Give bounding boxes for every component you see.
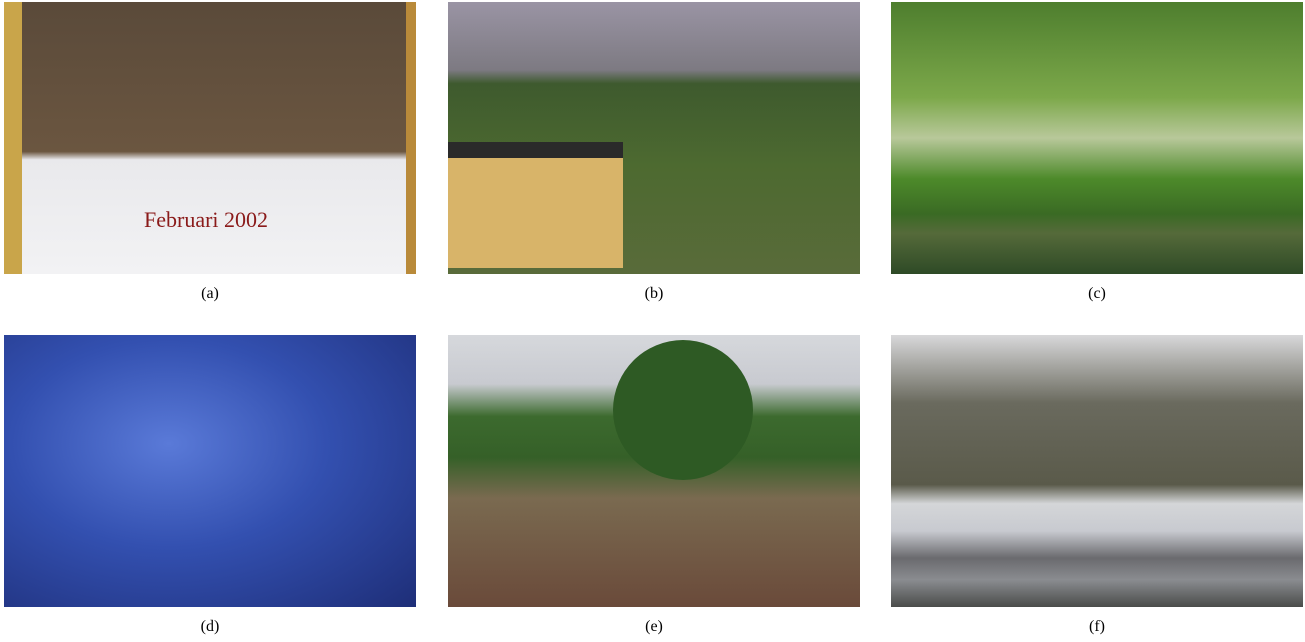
caption: (c) bbox=[891, 285, 1303, 303]
photo-manor bbox=[448, 2, 860, 274]
caption: (f) bbox=[891, 618, 1303, 636]
photo-winter bbox=[891, 335, 1303, 607]
caption: (b) bbox=[448, 285, 860, 303]
frame bbox=[4, 2, 22, 274]
caption: (a) bbox=[4, 285, 416, 303]
photo-runners bbox=[448, 335, 860, 607]
figure: Februari 2002 (a) (b) (c) (d) (e) (f) bbox=[0, 0, 1305, 642]
photo-calendar: Februari 2002 bbox=[4, 2, 416, 274]
frame bbox=[406, 2, 416, 274]
house bbox=[448, 142, 623, 268]
photo-ducks bbox=[4, 335, 416, 607]
calendar-title: Februari 2002 bbox=[144, 207, 268, 233]
caption: (e) bbox=[448, 618, 860, 636]
tree bbox=[613, 340, 753, 480]
caption: (d) bbox=[4, 618, 416, 636]
photo-park bbox=[891, 2, 1303, 274]
